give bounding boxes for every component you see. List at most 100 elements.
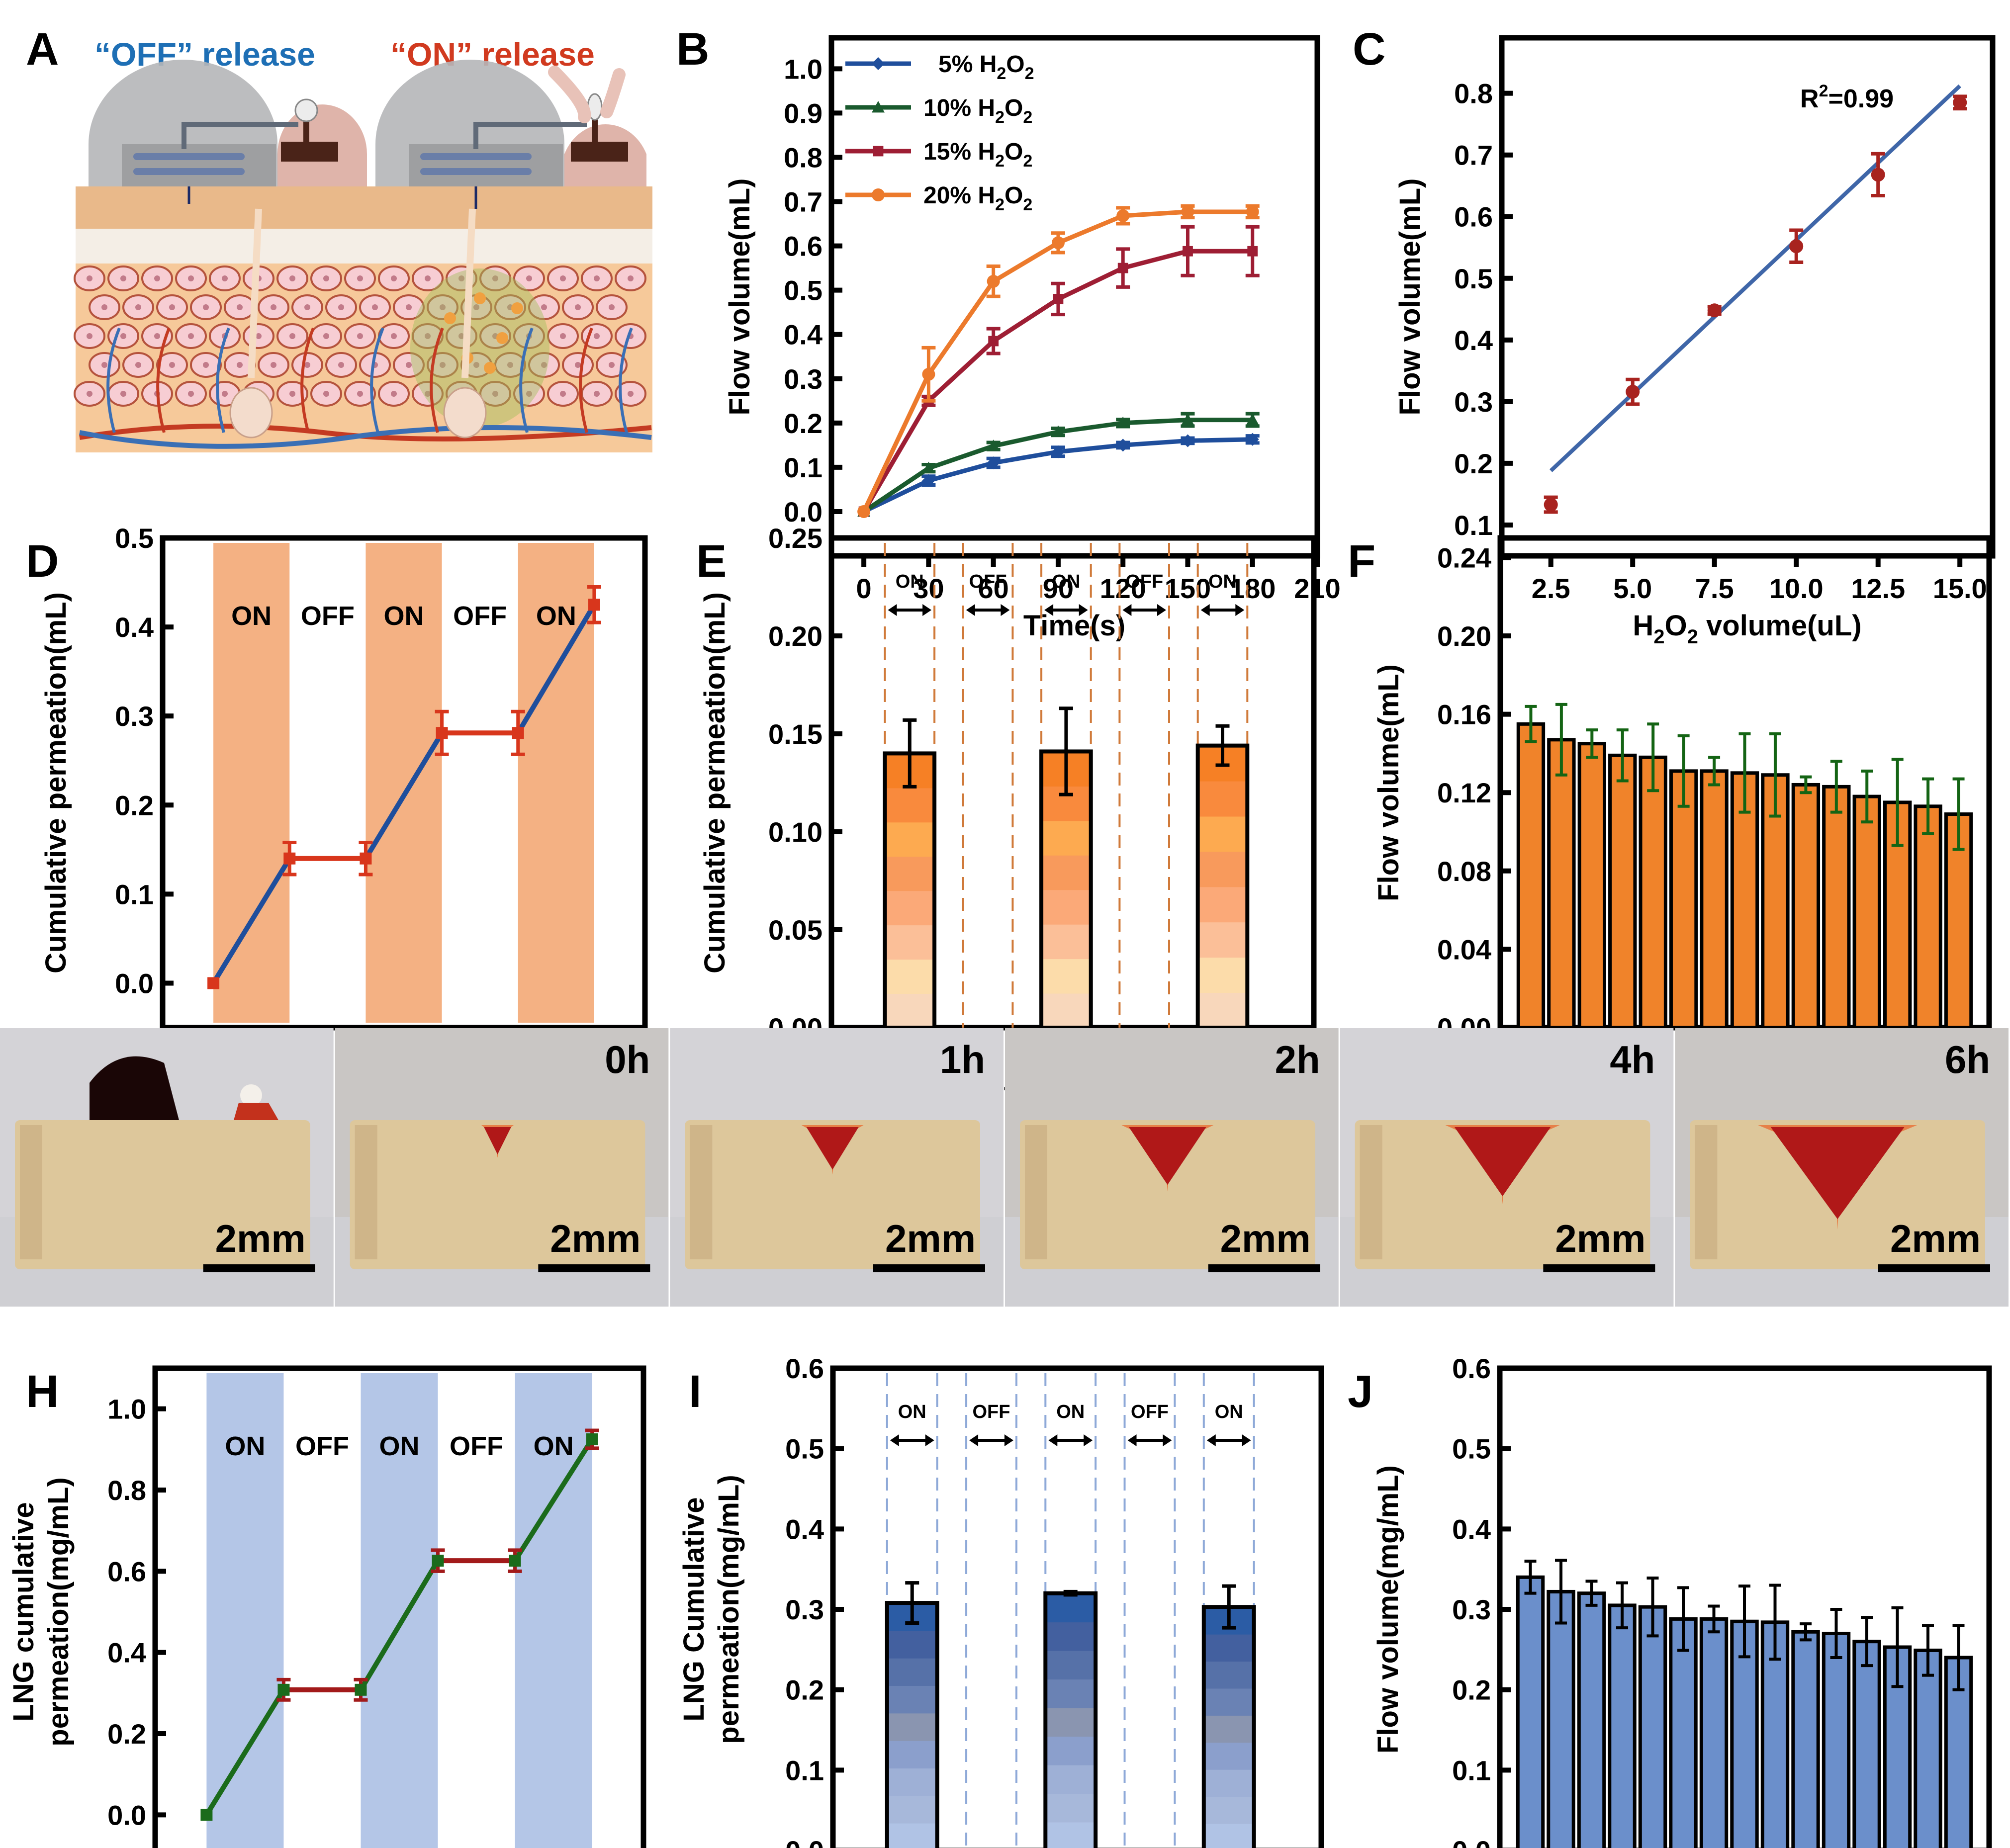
cell-nucleus	[289, 391, 295, 397]
arrow-head-left	[1048, 1434, 1058, 1446]
y-tick-label: 0.3	[115, 701, 154, 732]
bar-gradient-band	[1041, 959, 1091, 994]
cell-nucleus	[594, 391, 600, 397]
cell-nucleus	[425, 275, 431, 281]
x-tick-label: 5.0	[1613, 573, 1652, 604]
y-axis-label: Cumulative permeation(mL)	[699, 592, 731, 973]
bar-gradient-band	[1041, 889, 1091, 925]
sweat-gland-right	[443, 387, 487, 439]
bar	[1608, 1603, 1637, 1848]
data-point	[509, 1555, 521, 1567]
bar-gradient-band	[1203, 1715, 1254, 1743]
y-tick-label: 0.5	[785, 1433, 824, 1465]
x-axis-label: H2O2 volume(uL)	[1633, 610, 1861, 648]
panel-label-j: J	[1348, 1366, 1373, 1417]
bar-gradient-band	[885, 925, 935, 960]
state-label-on: ON	[896, 571, 924, 592]
data-point	[355, 1683, 367, 1696]
bar	[1516, 722, 1546, 1030]
data-point-triangle	[872, 101, 885, 113]
arrow-head-right	[922, 604, 932, 616]
photo-frame-0: 2mm	[0, 1028, 334, 1307]
x-tick-label: 15.0	[1933, 573, 1987, 604]
bar	[1822, 1632, 1851, 1848]
cell-nucleus	[526, 391, 532, 397]
device-off	[89, 60, 367, 204]
cell-nucleus	[492, 391, 498, 397]
panel-label-h: H	[26, 1366, 59, 1417]
x-tick-label: 90	[1043, 573, 1074, 604]
r-squared-annotation: R2=0.99	[1800, 82, 1894, 113]
data-point-triangle	[1116, 416, 1130, 429]
cell-nucleus	[609, 362, 615, 368]
y-tick-label: 0.4	[785, 1513, 824, 1545]
dye-plume-core	[1770, 1127, 1905, 1219]
hydrogel-edge	[355, 1125, 377, 1259]
arrow-head-right	[1163, 1434, 1172, 1446]
y-tick-label: 0.12	[1437, 777, 1491, 808]
state-label-on: ON	[379, 1431, 420, 1461]
arrow-head-left	[969, 1434, 979, 1446]
data-point-diamond	[872, 57, 885, 70]
hydrogel-block	[1020, 1120, 1315, 1269]
panel-h-chart: ONOFFONOFFONH0.00.20.40.60.81.003691215T…	[7, 1365, 646, 1848]
cell-nucleus	[256, 333, 262, 339]
capillary	[106, 327, 121, 433]
data-point-diamond	[1246, 433, 1259, 446]
arrow-head-left	[1044, 604, 1054, 616]
cell-nucleus	[425, 391, 431, 397]
time-label: 1h	[940, 1038, 985, 1081]
y-tick-label: 1.0	[107, 1394, 146, 1425]
legend-sub: 2	[1023, 108, 1032, 127]
cell-nucleus	[406, 304, 412, 310]
y-tick-label: 0.2	[1454, 448, 1493, 479]
y-axis-label-line: permeation(mg/mL)	[713, 1475, 745, 1744]
bar-gradient-band	[1045, 1622, 1096, 1651]
y-tick-label: 0.2	[115, 790, 154, 821]
y-axis-label-line: LNG cumulative	[7, 1502, 40, 1722]
y-axis-label: Flow volume(mg/mL)	[1372, 1465, 1404, 1754]
y-tick-label: 0.7	[784, 186, 822, 218]
state-label-on: ON	[534, 1431, 574, 1461]
y-tick-label: 0.1	[1454, 510, 1493, 541]
capillary	[579, 327, 593, 433]
x-tick-label: 150	[1165, 573, 1211, 604]
scale-bar	[1208, 1264, 1320, 1272]
x-tick-label: 12.5	[1851, 573, 1905, 604]
legend-mid: O	[1005, 182, 1023, 209]
cell-nucleus	[338, 362, 344, 368]
drug-particle	[484, 362, 496, 374]
cell-nucleus	[271, 304, 276, 310]
data-point-diamond	[1051, 445, 1065, 458]
arrow-head-right	[1001, 604, 1010, 616]
legend-mid: O	[1006, 51, 1024, 78]
y-tick-label: 0.6	[107, 1556, 146, 1587]
cell-nucleus	[541, 304, 547, 310]
y-tick-label: 0.0	[115, 968, 154, 999]
panel-a-schematic: A “OFF” release “ON” release	[26, 24, 652, 452]
legend-label: 10% H2O2	[923, 95, 1032, 127]
photo-frame-4: 4h 2mm	[1340, 1028, 1674, 1307]
x-tick-label: 10.0	[1769, 573, 1824, 604]
skin-top-layer	[76, 186, 652, 234]
bar-gradient-band	[887, 1713, 937, 1741]
cell-nucleus	[289, 333, 295, 339]
cell-nucleus	[507, 362, 513, 368]
bar	[1577, 742, 1607, 1030]
y-tick-label: 0.4	[784, 319, 822, 351]
y-tick-label: 0.05	[768, 914, 822, 946]
data-point	[1707, 303, 1722, 318]
dye-plume-core	[1454, 1127, 1551, 1197]
y-tick-label: 0.1	[785, 1755, 824, 1786]
y-tick-label: 0.8	[784, 142, 822, 173]
y-tick-label: 0.7	[1454, 140, 1493, 171]
legend-main: 15% H	[923, 139, 995, 165]
plot-frame	[1499, 35, 1996, 559]
plot-frame	[152, 1365, 646, 1848]
cell-nucleus	[87, 275, 92, 281]
cell-nucleus	[323, 333, 329, 339]
capillary	[519, 327, 534, 433]
hydrogel-edge	[1360, 1125, 1382, 1259]
cell-nucleus	[628, 275, 634, 281]
x-tick-label: 0	[856, 573, 872, 604]
